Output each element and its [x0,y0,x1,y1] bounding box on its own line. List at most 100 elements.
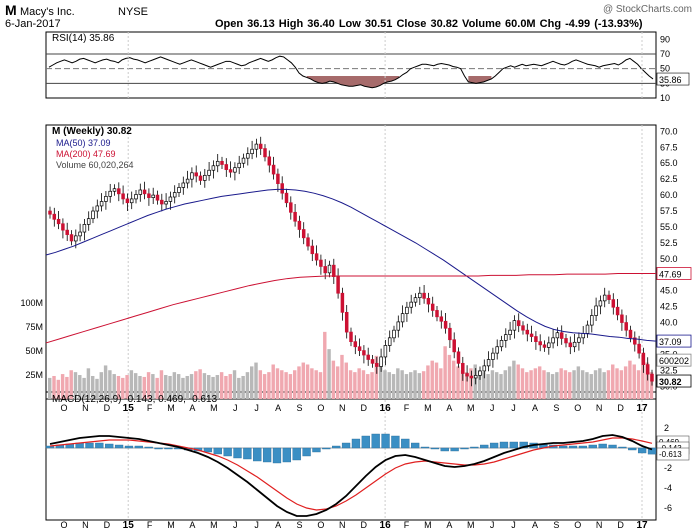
volume-bar [310,368,314,399]
volume-bar [611,364,615,399]
volume-bar [301,362,306,399]
price-candle [568,342,573,348]
price-candle [117,188,121,195]
volume-bar [103,365,108,399]
macd-x-label: M [467,520,475,530]
price-candle [577,337,581,343]
macd-histogram-bar [213,447,222,455]
macd-histogram-bar [480,444,489,449]
volume-bar [219,372,224,399]
volume-bar [409,372,413,399]
volume-bar [378,364,383,399]
price-candle [258,143,263,149]
macd-x-label: A [275,520,281,530]
ma50-legend: MA(50) 37.09 [56,138,111,148]
macd-x-label: F [147,520,153,530]
price-candle [198,175,203,181]
symbol-label: M [5,2,17,18]
price-candle [461,362,465,374]
price-candle [271,164,276,175]
ma50-last-box [656,334,692,348]
quote-summary: Open 36.13 High 36.40 Low 30.51 Close 30… [215,18,643,30]
price-candle [521,325,525,331]
volume-bar [108,370,112,399]
price-candle [482,365,487,372]
price-candle [254,143,259,150]
volume-bar [241,375,245,399]
price-candle [224,164,229,170]
price-candle [400,313,405,323]
price-x-label: N [82,403,89,413]
price-candle [129,198,134,204]
macd-histogram-bar [105,443,114,449]
macd-histogram-bar [85,442,94,449]
volume-bar [267,372,271,399]
volume-bar [254,362,258,399]
price-candle [650,373,654,382]
macd-x-label: M [424,520,432,530]
price-candle [306,237,310,247]
ma200-last-box [656,267,692,280]
volume-bar [228,374,232,399]
volume-bar [370,372,374,399]
macd-histogram-bar [450,447,459,452]
price-candle [375,362,379,367]
price-candle [478,370,482,376]
macd-x-label: J [511,520,516,530]
volume-bar [129,370,134,399]
volume-bar [237,377,241,399]
price-candle [383,345,388,358]
price-candle [147,193,151,198]
rsi-tick-label: 50 [660,64,670,74]
volume-bar [189,374,194,399]
volume-bar [434,362,439,399]
price-tick-label: 55.0 [660,222,678,232]
price-candle [396,321,401,331]
price-candle [439,316,444,322]
macd-x-label: O [574,520,581,530]
price-x-label: N [596,403,603,413]
price-candle [590,315,594,326]
price-candle [572,341,577,348]
volume-bar [477,370,482,399]
price-candle [594,305,598,316]
price-candle [349,331,353,343]
volume-bar [464,372,469,399]
volume-bar [112,374,116,399]
price-candle [181,182,186,188]
price-candle [233,167,237,173]
ma200-line [45,272,657,344]
price-x-label: A [275,403,281,413]
macd-histogram-bar [272,447,282,464]
price-candle [172,192,177,198]
volume-bar [138,375,142,399]
price-candle [155,194,160,201]
volume-bar [482,372,486,399]
volume-bar [452,360,456,399]
volume-bar [512,360,516,399]
volume-bar [194,371,198,399]
rsi-oversold-fill [468,76,492,84]
macd-histogram-bar [164,447,173,450]
price-x-label: M [167,403,175,413]
price-candle [508,329,512,335]
price-candle [542,344,547,348]
price-tick-label: 65.0 [660,158,678,168]
price-x-label: 15 [123,403,135,414]
volume-bar [327,349,331,399]
volume-bar [90,375,95,399]
macd-tick-label: -2 [664,463,672,473]
price-tick-label: 67.5 [660,142,678,152]
price-candle [615,306,620,316]
macd-histogram-bar [568,445,578,449]
macd-histogram-bar [381,433,390,449]
price-tick-label: 45.0 [660,286,678,296]
volume-bar [181,377,185,399]
volume-bar [250,366,254,399]
price-candle [177,187,181,193]
macd-histogram-bar [460,447,469,450]
price-candle [280,183,284,194]
price-candle [48,210,52,215]
price-x-label: D [617,403,624,413]
volume-bar [460,370,465,399]
